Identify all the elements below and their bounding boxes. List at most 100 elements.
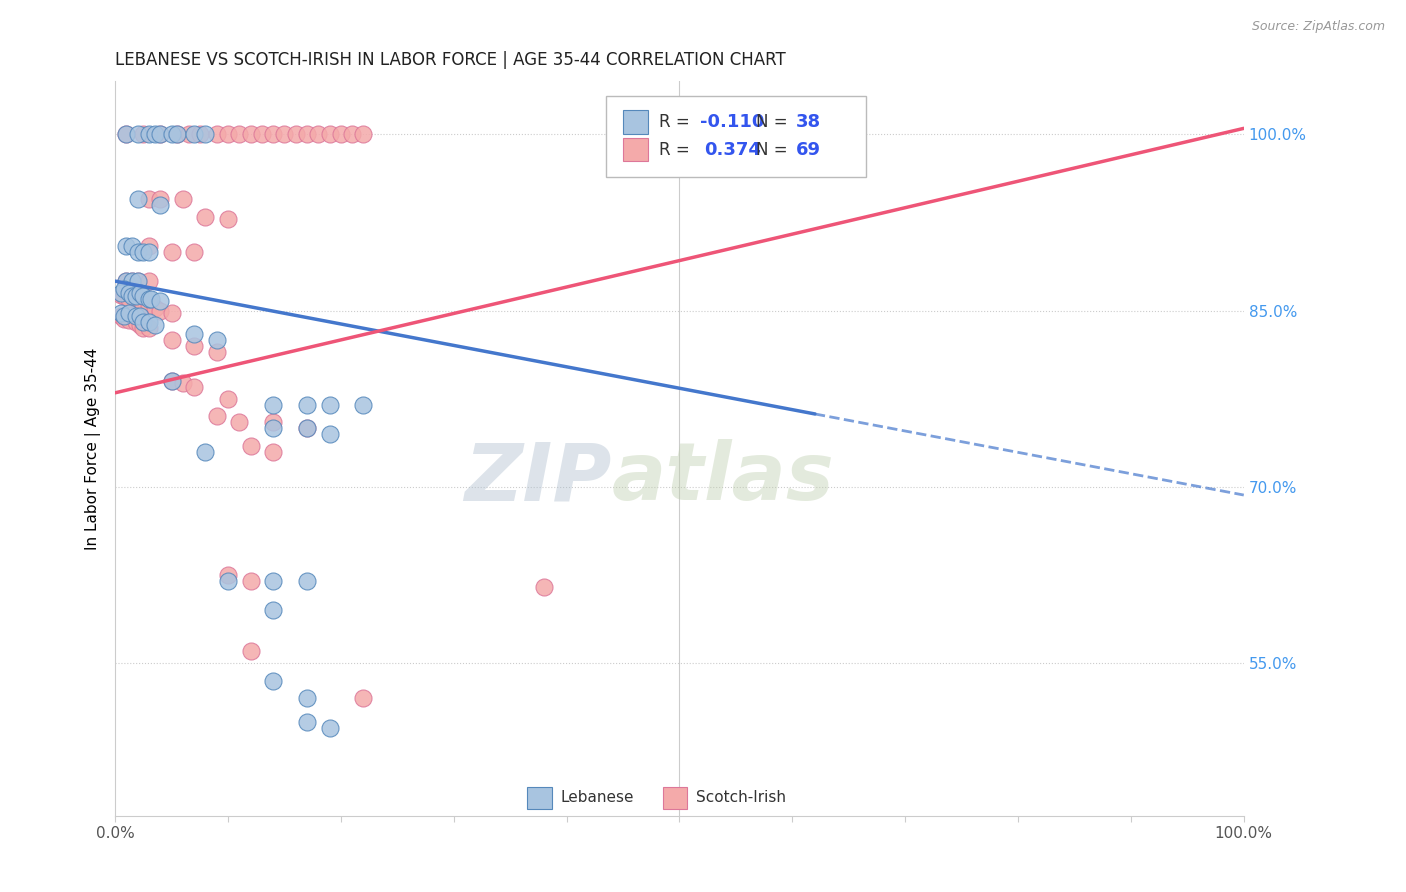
Point [124, 292, 146, 306]
Point [138, 315, 160, 329]
Point [129, 318, 152, 332]
Point [295, 714, 318, 729]
Text: LEBANESE VS SCOTCH-IRISH IN LABOR FORCE | AGE 35-44 CORRELATION CHART: LEBANESE VS SCOTCH-IRISH IN LABOR FORCE … [115, 51, 786, 69]
Point [121, 289, 143, 303]
Point [295, 127, 318, 141]
Point [194, 127, 217, 141]
Point [143, 318, 166, 332]
Bar [527, 787, 553, 808]
Point [166, 127, 188, 141]
Point [118, 285, 141, 300]
Point [340, 127, 363, 141]
Point [138, 244, 160, 259]
Point [228, 415, 250, 429]
Point [127, 274, 149, 288]
Point [329, 127, 352, 141]
Bar [623, 138, 648, 161]
Point [804, 133, 827, 147]
Point [295, 421, 318, 435]
Point [138, 127, 160, 141]
Point [205, 333, 228, 347]
Point [127, 192, 149, 206]
Point [132, 315, 155, 329]
Point [183, 127, 205, 141]
Point [239, 127, 262, 141]
Point [838, 127, 860, 141]
Point [188, 127, 211, 141]
Text: N =: N = [756, 141, 793, 159]
Point [118, 313, 141, 327]
Point [217, 568, 239, 582]
Point [172, 376, 194, 391]
Point [239, 574, 262, 588]
Point [217, 574, 239, 588]
Point [183, 244, 205, 259]
Point [115, 274, 138, 288]
Point [141, 292, 163, 306]
Bar [662, 787, 688, 808]
Point [172, 192, 194, 206]
Point [273, 127, 295, 141]
Text: Source: ZipAtlas.com: Source: ZipAtlas.com [1251, 20, 1385, 33]
Point [138, 274, 160, 288]
Point [129, 310, 152, 324]
Text: R =: R = [659, 141, 695, 159]
Point [160, 333, 183, 347]
Point [149, 127, 172, 141]
Point [205, 409, 228, 424]
Point [262, 603, 284, 617]
Point [138, 298, 160, 312]
Point [533, 580, 555, 594]
Point [205, 344, 228, 359]
Point [112, 289, 135, 303]
Point [121, 274, 143, 288]
Point [262, 673, 284, 688]
Point [160, 374, 183, 388]
Point [353, 127, 375, 141]
Point [149, 294, 172, 309]
Point [177, 127, 200, 141]
Point [149, 198, 172, 212]
Point [127, 127, 149, 141]
Point [318, 127, 340, 141]
Point [262, 421, 284, 435]
Point [138, 192, 160, 206]
Point [112, 310, 135, 324]
Y-axis label: In Labor Force | Age 35-44: In Labor Force | Age 35-44 [86, 348, 101, 549]
Point [110, 285, 132, 300]
Point [124, 310, 146, 324]
Text: R =: R = [659, 112, 695, 131]
Point [353, 691, 375, 706]
FancyBboxPatch shape [606, 96, 866, 177]
Text: Scotch-Irish: Scotch-Irish [696, 790, 786, 805]
Point [250, 127, 273, 141]
Point [318, 398, 340, 412]
Point [124, 289, 146, 303]
Point [194, 444, 217, 458]
Point [295, 691, 318, 706]
Text: -0.110: -0.110 [700, 112, 765, 131]
Point [262, 127, 284, 141]
Point [217, 392, 239, 406]
Point [239, 439, 262, 453]
Point [138, 292, 160, 306]
Point [132, 321, 155, 335]
Text: 38: 38 [796, 112, 821, 131]
Point [129, 285, 152, 300]
Point [295, 421, 318, 435]
Point [262, 574, 284, 588]
Point [307, 127, 329, 141]
Text: 0.374: 0.374 [704, 141, 761, 159]
Point [262, 415, 284, 429]
Point [127, 274, 149, 288]
Point [183, 326, 205, 341]
Point [110, 288, 132, 302]
Point [143, 127, 166, 141]
Point [183, 339, 205, 353]
Point [129, 294, 152, 309]
Point [112, 282, 135, 296]
Point [115, 239, 138, 253]
Text: atlas: atlas [612, 439, 835, 517]
Point [115, 127, 138, 141]
Point [121, 274, 143, 288]
